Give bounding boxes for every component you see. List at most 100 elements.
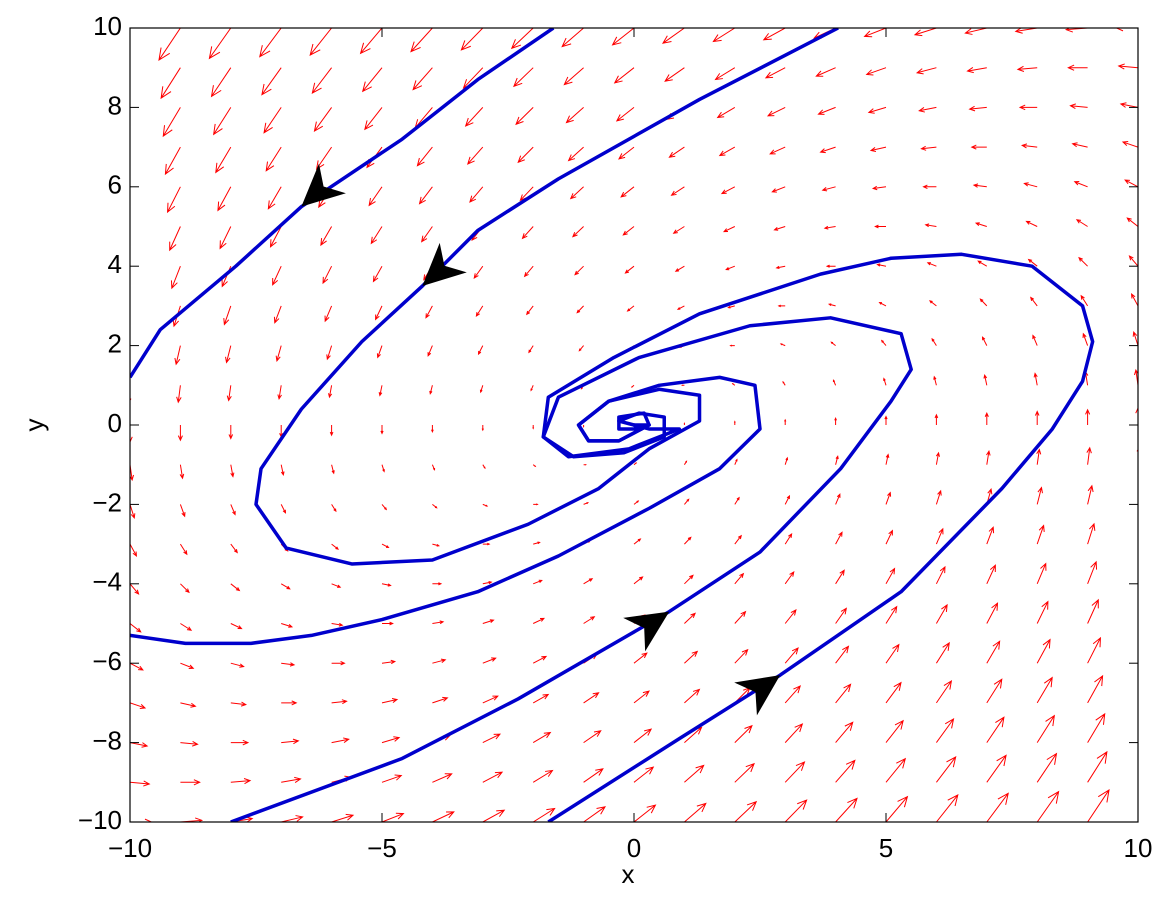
field-arrow (670, 186, 685, 196)
field-arrow (565, 107, 584, 124)
field-arrow (835, 569, 845, 585)
field-arrow (375, 305, 383, 321)
field-arrow (364, 107, 383, 131)
field-arrow (180, 779, 201, 786)
field-arrow (684, 498, 690, 505)
field-arrow (935, 527, 944, 545)
field-arrow (986, 792, 1009, 822)
field-arrow (368, 186, 383, 207)
field-arrow (880, 339, 887, 346)
field-arrow (729, 344, 735, 347)
field-arrow (219, 226, 232, 250)
field-arrow (835, 531, 843, 545)
field-arrow (170, 266, 181, 290)
field-arrow (259, 28, 282, 58)
field-arrow (1036, 790, 1060, 822)
field-arrow (684, 764, 705, 783)
field-arrow (835, 455, 839, 465)
field-arrow (130, 702, 147, 709)
field-arrow (1124, 179, 1138, 188)
field-arrow (381, 812, 405, 822)
field-arrow (626, 305, 635, 312)
field-arrow (920, 145, 937, 151)
field-arrow (782, 380, 786, 386)
field-arrow (835, 645, 850, 664)
field-arrow (460, 28, 484, 51)
field-arrow (676, 305, 685, 310)
field-arrow (885, 491, 892, 505)
x-tick-label: 10 (1124, 833, 1153, 863)
field-arrow (464, 107, 484, 127)
field-arrow (528, 345, 534, 354)
field-arrow (1020, 143, 1038, 149)
field-arrow (633, 462, 638, 466)
field-arrow (1121, 141, 1138, 148)
field-arrow (725, 265, 735, 271)
field-arrow (370, 226, 383, 245)
field-arrow (970, 144, 987, 150)
field-arrow (1027, 258, 1038, 267)
x-axis-label: x (622, 859, 635, 889)
field-arrow (1087, 788, 1110, 822)
field-arrow (934, 413, 939, 425)
field-arrow (935, 603, 948, 624)
field-arrow (526, 305, 534, 316)
field-arrow (1087, 522, 1096, 545)
field-arrow (230, 701, 247, 707)
field-arrow (230, 504, 236, 516)
field-arrow (230, 583, 241, 592)
y-tick-label: −8 (92, 725, 122, 755)
field-arrow (1130, 293, 1138, 307)
trajectory (230, 316, 913, 822)
field-arrow (416, 146, 433, 167)
field-arrow (827, 303, 836, 307)
field-arrow (215, 146, 232, 174)
field-arrow (230, 464, 235, 478)
field-arrow (418, 186, 433, 205)
field-arrow (226, 385, 232, 402)
field-arrow (784, 609, 797, 624)
field-arrow (532, 731, 552, 744)
field-arrow (984, 411, 989, 425)
field-arrow (561, 28, 584, 48)
field-arrow (482, 657, 497, 664)
field-arrow (1087, 636, 1102, 664)
field-arrow (381, 464, 385, 473)
field-arrow (885, 567, 896, 585)
field-arrow (180, 583, 190, 594)
field-arrow (482, 464, 486, 470)
field-arrow (473, 265, 484, 279)
field-arrow (1069, 103, 1088, 109)
field-arrow (885, 795, 909, 822)
field-arrow (633, 804, 657, 822)
field-arrow (130, 623, 142, 633)
field-arrow (684, 574, 694, 585)
field-arrow (513, 67, 534, 88)
field-arrow (427, 345, 433, 357)
field-arrow (871, 185, 887, 191)
field-arrow (929, 300, 937, 307)
field-arrow (867, 106, 887, 114)
field-arrow (684, 688, 701, 704)
field-arrow (533, 503, 539, 506)
field-arrow (280, 504, 287, 514)
field-arrow (1128, 255, 1138, 267)
field-arrow (633, 652, 648, 664)
field-arrow (272, 265, 282, 286)
x-tick-label: −10 (108, 833, 152, 863)
field-arrow (734, 648, 749, 664)
field-arrow (885, 719, 904, 743)
field-arrow (633, 500, 640, 505)
field-arrow (223, 305, 232, 326)
field-arrow (712, 28, 736, 43)
field-arrow (210, 67, 232, 98)
field-arrow (382, 621, 394, 626)
field-arrow (633, 766, 655, 783)
field-arrow (532, 655, 548, 664)
field-arrow (228, 425, 234, 440)
field-arrow (331, 699, 348, 705)
field-arrow (835, 493, 841, 505)
field-arrow (467, 146, 484, 165)
field-arrow (986, 716, 1005, 743)
field-arrow (784, 494, 791, 505)
